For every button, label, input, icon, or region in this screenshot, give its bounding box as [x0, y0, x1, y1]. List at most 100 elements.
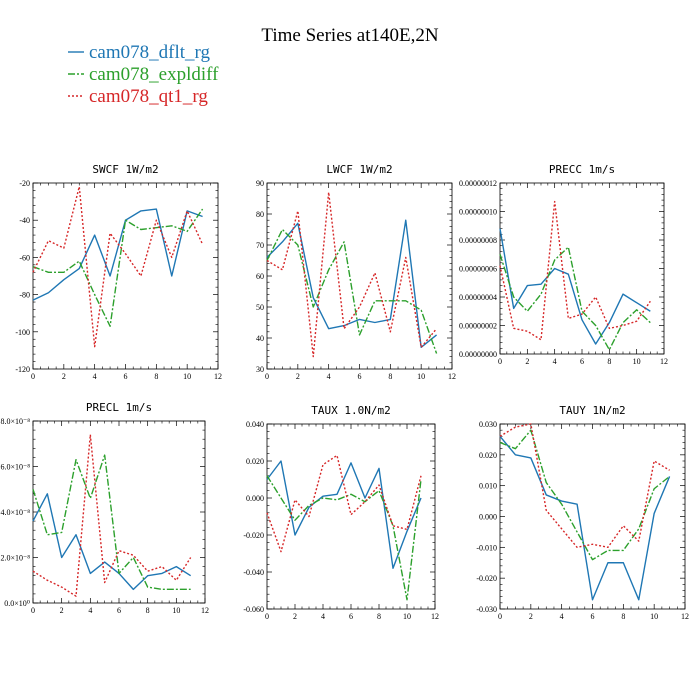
y-tick-label-1-0: 30 [256, 365, 264, 374]
y-tick-label-4-0: -0.060 [243, 605, 264, 614]
x-tick-label-1-0: 0 [265, 372, 269, 381]
y-tick-label-0-0: -120 [15, 365, 30, 374]
legend: cam078_dflt_rgcam078_expldiffcam078_qt1_… [68, 42, 219, 107]
y-tick-label-3-2: 4.0×10⁻⁸ [0, 508, 30, 517]
chart-panel-5: TAUY 1N/m2 0 2 4 6 8 10 12 -0.030 -0.020 -0.010 0.0… [476, 404, 689, 621]
x-tick-label-5-4: 8 [621, 612, 625, 621]
x-tick-label-5-3: 6 [591, 612, 595, 621]
series-line-5-1 [499, 429, 671, 561]
x-tick-label-1-4: 8 [388, 372, 392, 381]
y-tick-label-5-1: -0.020 [476, 574, 497, 583]
y-tick-label-2-2: 0.00000004 [459, 293, 497, 302]
y-tick-label-5-3: 0.000 [479, 513, 497, 522]
y-tick-label-2-1: 0.00000002 [459, 322, 497, 331]
y-tick-label-1-5: 80 [256, 210, 264, 219]
x-tick-label-2-5: 10 [633, 357, 641, 366]
y-tick-label-4-5: 0.040 [246, 420, 264, 429]
x-tick-label-4-4: 8 [377, 612, 381, 621]
y-tick-label-3-3: 6.0×10⁻⁸ [0, 463, 30, 472]
x-tick-label-2-1: 2 [525, 357, 529, 366]
y-tick-label-4-2: -0.020 [243, 531, 264, 540]
x-tick-label-3-2: 4 [88, 606, 92, 615]
y-tick-label-2-6: 0.00000012 [459, 179, 497, 188]
x-tick-label-0-4: 8 [154, 372, 158, 381]
x-tick-label-1-3: 6 [358, 372, 362, 381]
y-tick-label-1-6: 90 [256, 179, 264, 188]
y-tick-label-1-2: 50 [256, 303, 264, 312]
y-tick-label-5-4: 0.010 [479, 482, 497, 491]
panel-title-2: PRECC 1m/s [549, 163, 615, 176]
x-tick-label-0-5: 10 [183, 372, 191, 381]
x-tick-label-0-0: 0 [31, 372, 35, 381]
panel-title-5: TAUY 1N/m2 [559, 404, 625, 417]
plot-frame-2 [499, 182, 665, 355]
chart-panel-2: PRECC 1m/s 0 2 4 6 8 10 12 0.00000000 0.00000002 0… [459, 163, 668, 366]
figure-title: Time Series at140E,2N [261, 25, 438, 46]
legend-label-2: cam078_qt1_rg [89, 86, 208, 107]
series-line-1-1 [266, 228, 438, 354]
panel-title-0: SWCF 1W/m2 [92, 163, 158, 176]
x-tick-label-4-6: 12 [431, 612, 439, 621]
x-tick-label-2-4: 8 [607, 357, 611, 366]
series-line-4-2 [266, 454, 422, 553]
y-tick-label-0-4: -40 [19, 216, 30, 225]
series-line-2-0 [499, 228, 651, 345]
y-tick-label-0-1: -100 [15, 328, 30, 337]
panel-title-4: TAUX 1.0N/m2 [311, 404, 390, 417]
x-tick-label-3-6: 12 [201, 606, 209, 615]
panel-title-3: PRECL 1m/s [86, 401, 152, 414]
x-tick-label-5-1: 2 [529, 612, 533, 621]
x-tick-label-3-1: 2 [60, 606, 64, 615]
y-tick-label-2-4: 0.00000008 [459, 236, 497, 245]
x-tick-label-0-2: 4 [93, 372, 97, 381]
x-tick-label-2-2: 4 [553, 357, 557, 366]
y-tick-label-5-0: -0.030 [476, 605, 497, 614]
x-tick-label-0-1: 2 [62, 372, 66, 381]
y-tick-label-1-1: 40 [256, 334, 264, 343]
x-tick-label-5-5: 10 [650, 612, 658, 621]
x-tick-label-2-0: 0 [498, 357, 502, 366]
y-tick-label-4-4: 0.020 [246, 457, 264, 466]
x-tick-label-1-2: 4 [327, 372, 331, 381]
x-tick-label-3-4: 8 [146, 606, 150, 615]
series-line-2-2 [499, 200, 651, 341]
x-tick-label-4-5: 10 [403, 612, 411, 621]
y-tick-label-2-0: 0.00000000 [459, 350, 497, 359]
x-tick-label-3-3: 6 [117, 606, 121, 615]
y-tick-label-3-4: 8.0×10⁻⁸ [0, 417, 30, 426]
y-tick-label-0-2: -80 [19, 291, 30, 300]
x-tick-label-4-1: 2 [293, 612, 297, 621]
series-line-0-2 [32, 186, 204, 348]
x-tick-label-1-1: 2 [296, 372, 300, 381]
series-line-4-1 [266, 475, 422, 601]
x-tick-label-4-2: 4 [321, 612, 325, 621]
legend-label-0: cam078_dflt_rg [89, 42, 211, 63]
chart-panel-3: PRECL 1m/s 0 2 4 6 8 10 12 0.0×10⁰ 2.0×10⁻⁸ 4.0×10… [0, 401, 209, 615]
x-tick-label-1-6: 12 [448, 372, 456, 381]
series-line-0-1 [32, 208, 204, 327]
y-tick-label-4-1: -0.040 [243, 568, 264, 577]
y-tick-label-5-6: 0.030 [479, 420, 497, 429]
series-line-1-2 [266, 191, 438, 358]
plot-frame-0 [32, 182, 219, 370]
y-tick-label-4-3: 0.000 [246, 494, 264, 503]
series-line-3-0 [32, 493, 192, 591]
x-tick-label-0-6: 12 [214, 372, 222, 381]
x-tick-label-3-5: 10 [172, 606, 180, 615]
series-line-3-1 [32, 454, 191, 591]
y-tick-label-5-5: 0.020 [479, 451, 497, 460]
x-tick-label-3-0: 0 [31, 606, 35, 615]
chart-panel-4: TAUX 1.0N/m2 0 2 4 6 8 10 12 -0.060 -0.040 -0.020 0… [243, 404, 439, 621]
series-line-5-2 [499, 423, 670, 549]
series-line-5-0 [499, 435, 671, 601]
series-line-4-0 [266, 460, 422, 569]
y-tick-label-1-3: 60 [256, 272, 264, 281]
y-tick-label-3-1: 2.0×10⁻⁸ [0, 554, 30, 563]
x-tick-label-5-2: 4 [560, 612, 564, 621]
chart-panel-1: LWCF 1W/m2 0 2 4 6 8 10 12 30 40 50 60 70 80 90 [256, 163, 456, 381]
y-tick-label-0-3: -60 [19, 253, 30, 262]
x-tick-label-5-0: 0 [498, 612, 502, 621]
y-tick-label-0-5: -20 [19, 179, 30, 188]
series-line-2-1 [499, 246, 651, 351]
